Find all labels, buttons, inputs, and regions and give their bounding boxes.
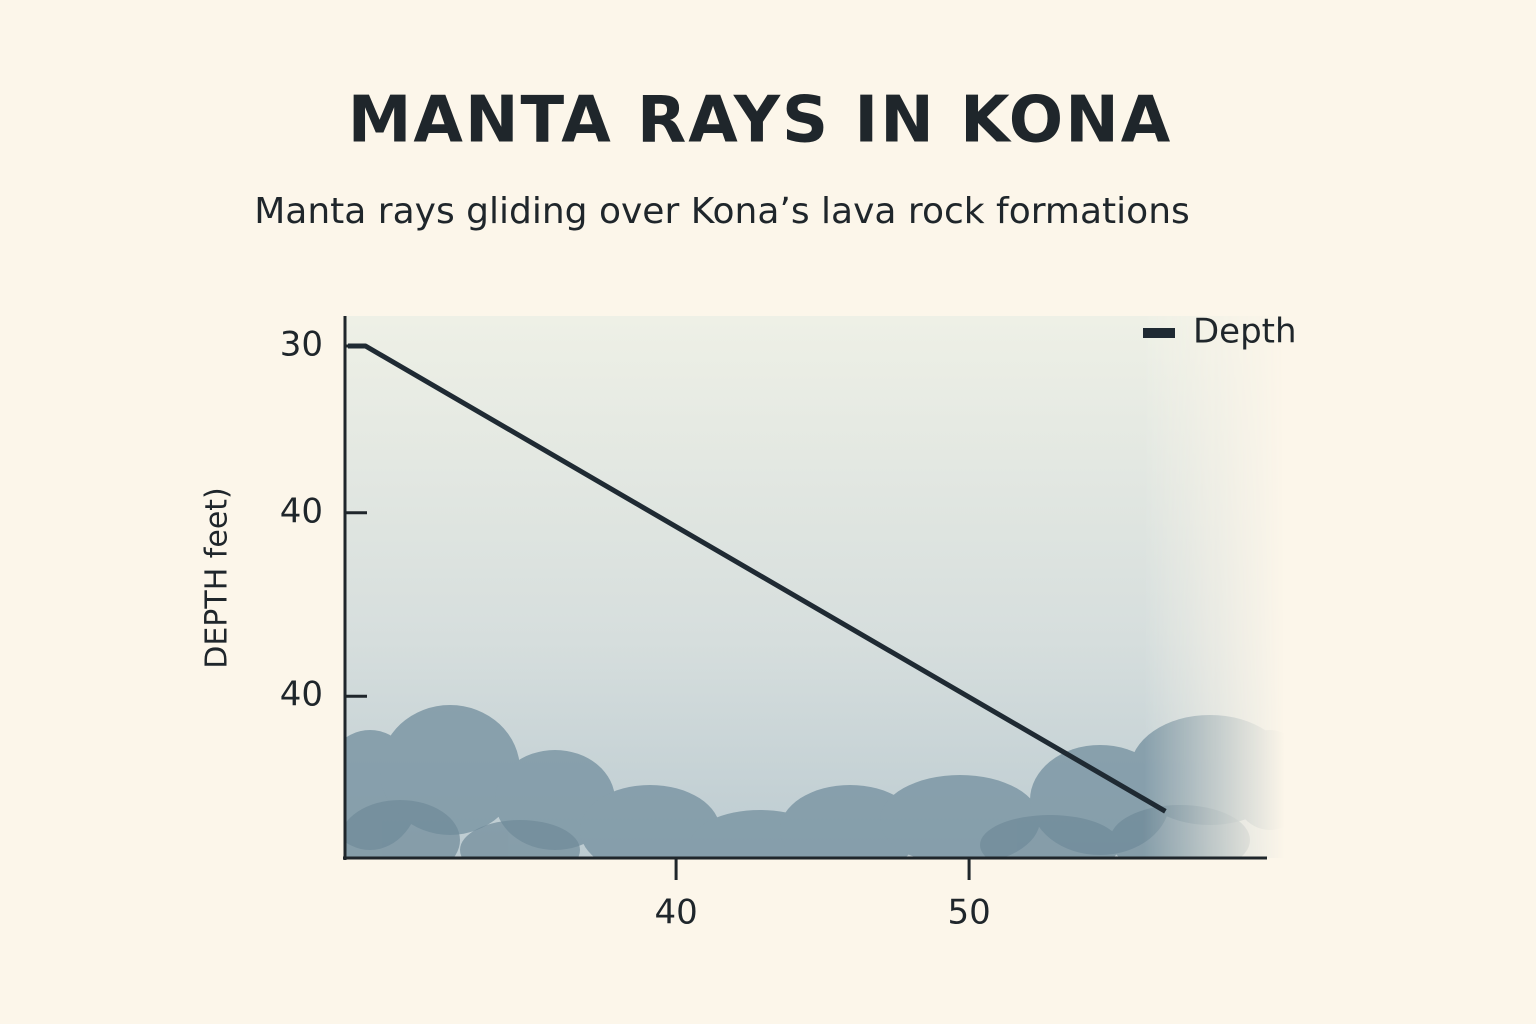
- x-tick-label: 40: [654, 893, 697, 933]
- data-line: [347, 343, 1167, 814]
- chart-subtitle: Manta rays gliding over Kona’s lava rock…: [254, 191, 1190, 232]
- y-axis-label: DEPTH feet): [200, 487, 235, 669]
- legend-label: Depth: [1193, 312, 1297, 352]
- chart-title: MANTA RAYS IN KONA: [348, 84, 1173, 158]
- y-tick-label: 40: [280, 675, 323, 715]
- legend-swatch: [1143, 328, 1175, 338]
- y-tick-label: 40: [280, 491, 323, 531]
- y-tick-label: 30: [280, 325, 323, 365]
- background-illustration: [345, 316, 1285, 858]
- x-tick-label: 50: [947, 893, 990, 933]
